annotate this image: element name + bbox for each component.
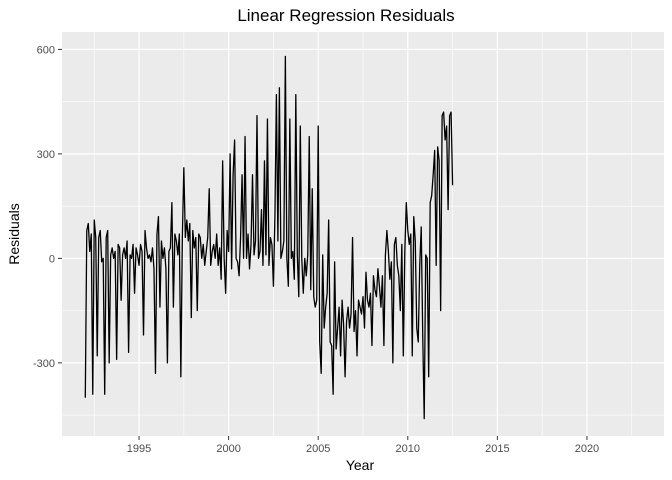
y-tick-label: 600: [37, 44, 55, 56]
minor-gridlines: [62, 32, 664, 436]
x-axis-title: Year: [346, 457, 375, 473]
chart-title: Linear Regression Residuals: [237, 6, 454, 25]
y-axis-ticks: -300 0 300 600: [33, 44, 62, 370]
x-tick-label: 2020: [575, 443, 599, 455]
x-tick-label: 2000: [216, 443, 240, 455]
x-axis-ticks: 1995 2000 2005 2010 2015 2020: [127, 436, 599, 455]
y-tick-label: -300: [33, 358, 55, 370]
y-tick-label: 300: [37, 149, 55, 161]
y-axis-title: Residuals: [6, 203, 22, 264]
major-gridlines: [62, 32, 664, 436]
x-tick-label: 2015: [485, 443, 509, 455]
x-tick-label: 1995: [127, 443, 151, 455]
x-tick-label: 2010: [396, 443, 420, 455]
x-tick-label: 2005: [306, 443, 330, 455]
y-tick-label: 0: [49, 253, 55, 265]
residuals-series-line: [84, 55, 454, 420]
